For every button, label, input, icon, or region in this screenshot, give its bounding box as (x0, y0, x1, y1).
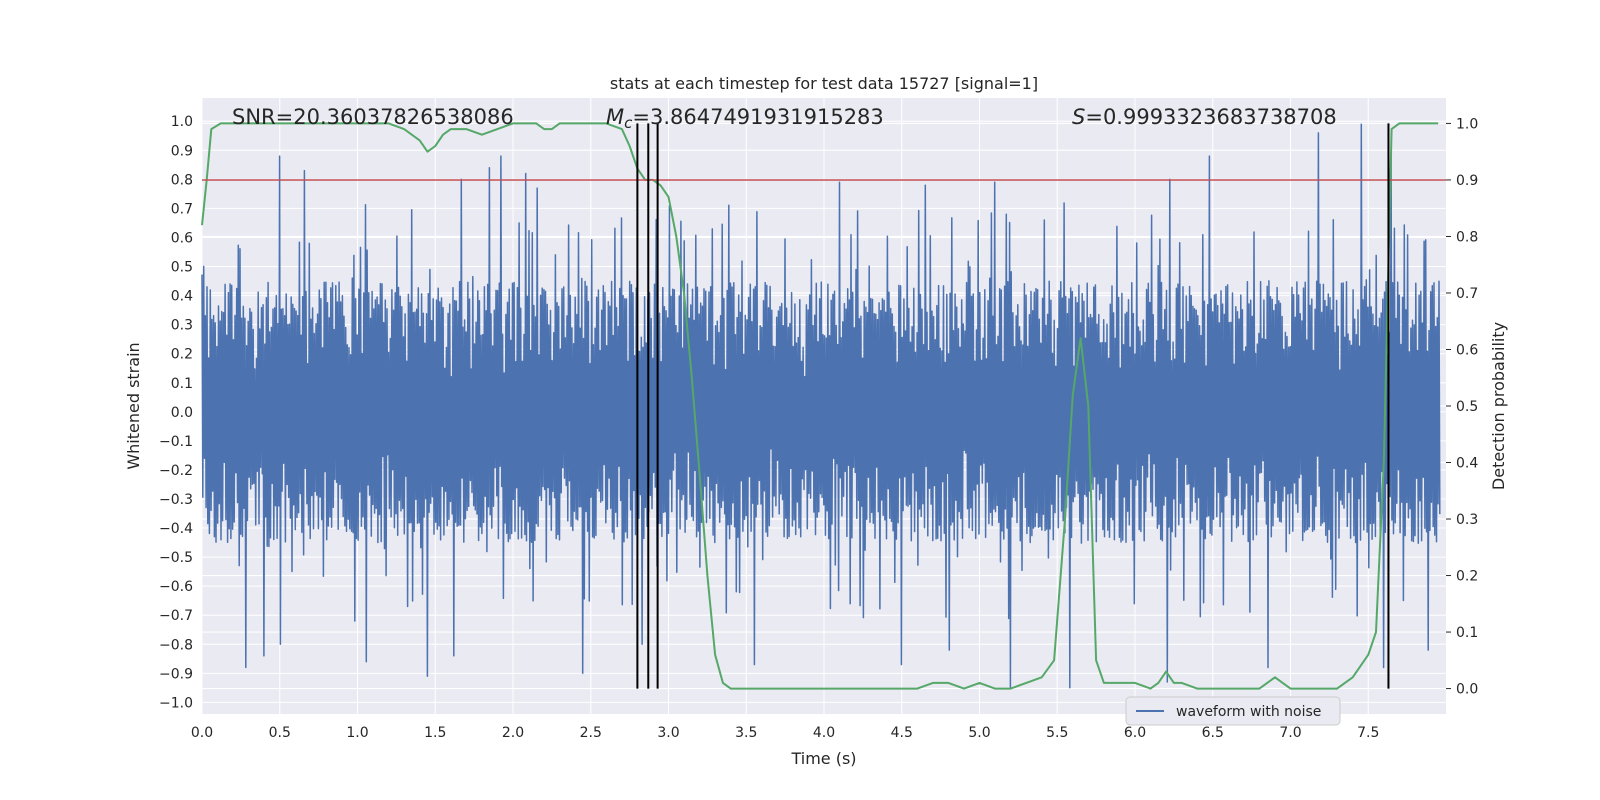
x-tick-label: 1.5 (424, 725, 446, 741)
waveform-series (201, 123, 1441, 689)
y-axis-left-ticks: 1.0 0.9 0.8 0.7 0.6 0.5 0.4 0.3 0.2 0.1 0.0 −0.1 −0.… (159, 114, 193, 711)
y-left-tick-label: −1.0 (159, 695, 193, 711)
y-left-tick-label: 0.4 (171, 289, 193, 305)
x-tick-label: 3.5 (735, 725, 757, 741)
y-left-tick-label: −0.1 (159, 434, 193, 450)
legend-box (1125, 696, 1341, 726)
y-left-tick-label: 0.3 (171, 318, 193, 334)
y-left-tick-label: −0.6 (159, 579, 193, 595)
x-tick-label: 4.5 (891, 725, 913, 741)
y-left-tick-label: 0.7 (171, 201, 193, 217)
snr-annotation: SNR=20.36037826538086 (232, 105, 514, 129)
y-right-tick-label: 0.6 (1456, 342, 1478, 358)
chirp-mass-value: =3.8647491931915283 (632, 105, 883, 129)
y-left-tick-label: −0.5 (159, 550, 193, 566)
x-tick-label: 5.0 (968, 725, 990, 741)
x-axis-label: Time (s) (790, 749, 856, 768)
x-axis-ticks: 0.0 0.5 1.0 1.5 2.0 2.5 3.0 3.5 4.0 4.5 5.0 5.5 6.0 6… (191, 725, 1380, 741)
x-tick-label: 2.0 (502, 725, 524, 741)
score-symbol: S (1072, 105, 1085, 129)
probability-line (201, 122, 1439, 690)
x-tick-label: 1.0 (346, 725, 368, 741)
y-left-tick-label: 0.8 (171, 172, 193, 188)
y-left-tick-label: −0.9 (159, 666, 193, 682)
y-right-tick-label: 0.5 (1456, 399, 1478, 415)
score-value: =0.9993323683738708 (1085, 105, 1336, 129)
x-tick-label: 3.0 (657, 725, 679, 741)
y-axis-right-ticks: 1.0 0.9 0.8 0.7 0.6 0.5 0.4 0.3 0.2 0.1 0.0 (1446, 116, 1478, 698)
y-right-tick-label: 1.0 (1456, 116, 1478, 132)
y-left-tick-label: −0.4 (159, 521, 193, 537)
y-right-tick-label: 0.0 (1456, 682, 1478, 698)
chart-title: stats at each timestep for test data 157… (610, 74, 1038, 93)
x-tick-label: 6.0 (1124, 725, 1146, 741)
y-left-tick-label: 0.0 (171, 405, 193, 421)
x-tick-label: 7.0 (1279, 725, 1301, 741)
y-axis-left-label: Whitened strain (124, 342, 143, 469)
probability-series (201, 122, 1439, 690)
chirp-mass-symbol: M (606, 105, 624, 129)
x-tick-label: 2.5 (580, 725, 602, 741)
y-left-tick-label: 0.9 (171, 143, 193, 159)
y-left-tick-label: −0.7 (159, 608, 193, 624)
x-tick-label: 0.5 (269, 725, 291, 741)
y-right-tick-label: 0.4 (1456, 456, 1478, 472)
y-left-tick-label: 0.2 (171, 347, 193, 363)
chirp-mass-annotation: Mc=3.8647491931915283 (606, 105, 884, 132)
y-left-tick-label: 0.6 (171, 230, 193, 246)
overlay-lines (202, 123, 1446, 689)
y-right-tick-label: 0.8 (1456, 229, 1478, 245)
legend-label: waveform with noise (1176, 704, 1321, 720)
score-annotation: S=0.9993323683738708 (1072, 105, 1337, 129)
y-left-tick-label: 0.1 (171, 376, 193, 392)
y-left-tick-label: −0.3 (159, 492, 193, 508)
y-right-tick-label: 0.1 (1456, 625, 1478, 641)
x-tick-label: 5.5 (1046, 725, 1068, 741)
x-tick-label: 4.0 (813, 725, 835, 741)
x-tick-label: 6.5 (1202, 725, 1224, 741)
x-tick-label: 0.0 (191, 725, 213, 741)
legend: waveform with noise (1125, 696, 1341, 726)
x-tick-label: 7.5 (1357, 725, 1379, 741)
y-right-tick-label: 0.7 (1456, 286, 1478, 302)
waveform-line (201, 123, 1441, 689)
y-axis-right-label: Detection probability (1489, 322, 1508, 490)
y-right-tick-label: 0.3 (1456, 512, 1478, 528)
y-right-tick-label: 0.9 (1456, 173, 1478, 189)
y-left-tick-label: 1.0 (171, 114, 193, 130)
y-left-tick-label: −0.8 (159, 637, 193, 653)
y-left-tick-label: −0.2 (159, 463, 193, 479)
y-right-tick-label: 0.2 (1456, 569, 1478, 585)
chirp-mass-subscript: c (624, 114, 633, 132)
y-left-tick-label: 0.5 (171, 260, 193, 276)
